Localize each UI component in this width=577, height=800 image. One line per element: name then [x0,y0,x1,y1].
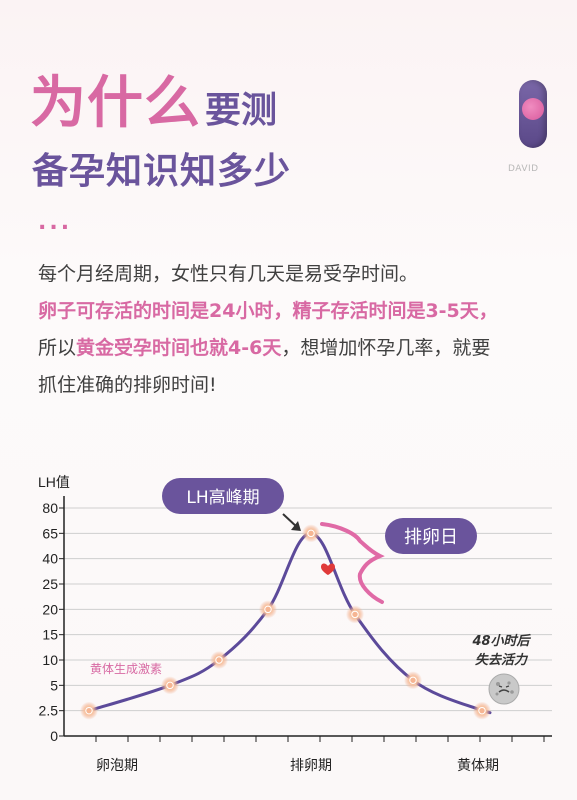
y-tick-label: 40 [42,551,58,567]
inactive-egg-icon [488,673,520,705]
y-tick-label: 25 [42,576,58,592]
lh-point [409,676,417,684]
ovulation-test-device-icon [519,80,547,148]
paragraph-line-3: 所以黄金受孕时间也就4-6天，想增加怀孕几率，就要 [38,330,568,367]
y-tick-label: 80 [42,500,58,516]
lh-point [166,681,174,690]
decorative-dots: ... [38,210,73,235]
paragraph-line-3-pre: 所以 [38,337,77,359]
lh-point [85,706,93,715]
y-tick-label: 0 [50,728,58,744]
device-brand-label: DAVID [508,164,539,174]
heart-icon [321,563,335,575]
y-tick-labels: 80 65 40 25 20 15 10 5 2.5 0 [39,500,64,744]
title-why: 为什么 [30,71,201,136]
lh-point [215,656,223,664]
x-tick-label: 排卵期 [290,758,332,774]
y-tick-label: 65 [42,525,58,541]
y-axis-label: LH值 [38,474,70,490]
y-tick-label: 20 [42,601,58,617]
x-tick-label: 卵泡期 [96,758,138,774]
lh-data-points [80,524,491,720]
egg-note-line2: 失去活力 [475,652,529,668]
lh-point [307,529,315,538]
egg-note-line1: 48小时后 [471,633,531,649]
x-tick-labels: 卵泡期 排卵期 黄体期 [96,757,499,774]
ovulation-day-callout: 排卵日 [320,518,477,604]
lh-point [351,610,359,619]
y-tick-label: 5 [50,677,58,693]
y-tick-label: 2.5 [39,703,59,719]
x-minor-ticks [95,736,545,742]
paragraph-line-4: 抓住准确的排卵时间! [38,374,217,396]
paragraph-line-3-post: ，想增加怀孕几率，就要 [281,337,491,359]
paragraph-line-3-highlight: 黄金受孕时间也就4-6天 [76,337,282,359]
title-test: 要测 [205,90,278,131]
paragraph-line-1: 每个月经周期，女性只有几天是易受孕时间。 [38,263,419,285]
intro-paragraph: 每个月经周期，女性只有几天是易受孕时间。 卵子可存活的时间是24小时，精子存活时… [38,256,568,404]
chart-grid [64,507,552,712]
paragraph-line-2: 卵子可存活的时间是24小时，精子存活时间是3-5天， [38,300,498,322]
page-title-line1: 为什么 要测 [30,58,277,139]
lh-peak-label: LH高峰期 [186,488,259,508]
lh-peak-callout: LH高峰期 [162,478,301,531]
y-tick-label: 10 [42,652,58,668]
lh-point [264,605,272,614]
device-knob [522,98,544,120]
page-title-line2: 备孕知识知多少 [32,151,292,192]
ovulation-day-label: 排卵日 [404,527,458,548]
lh-point [478,706,486,715]
x-tick-label: 黄体期 [457,757,499,774]
luteal-hormone-label: 黄体生成激素 [90,662,162,676]
y-tick-label: 15 [42,627,58,643]
